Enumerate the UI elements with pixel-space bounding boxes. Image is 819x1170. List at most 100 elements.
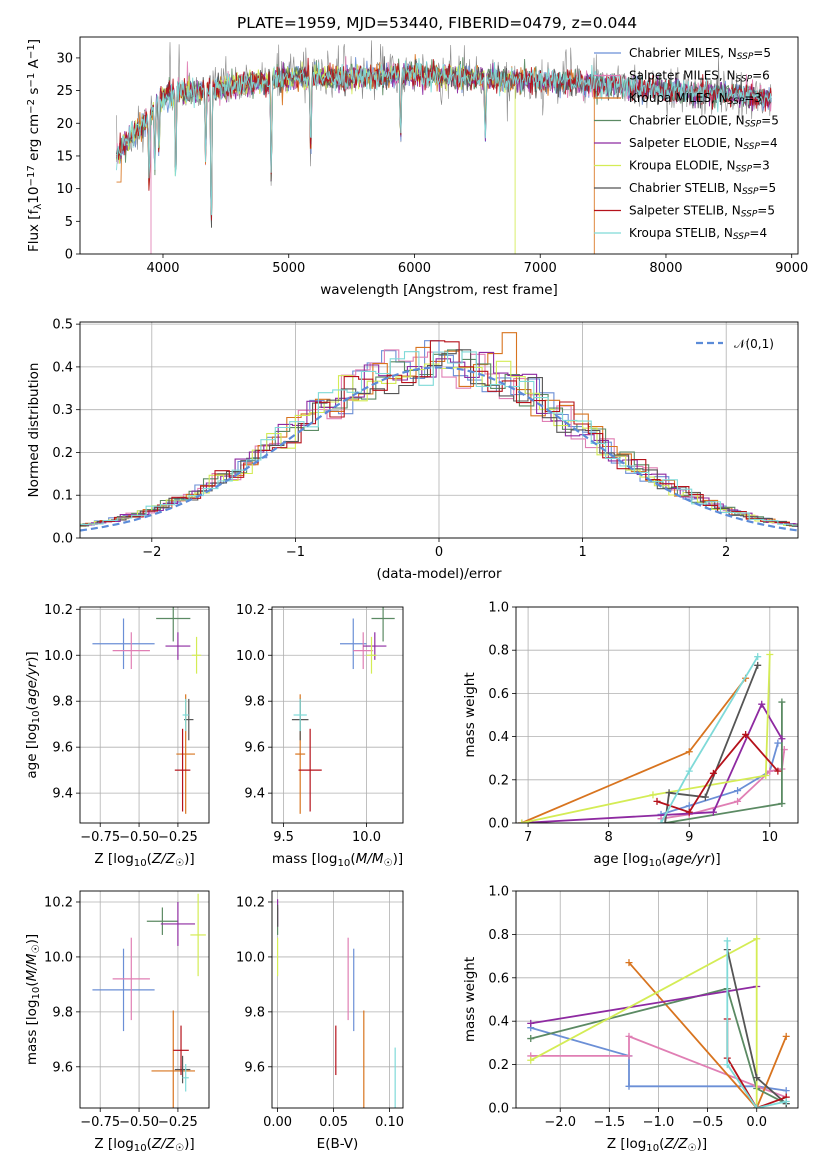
axes-frame [271, 606, 404, 824]
weight-marker [782, 1097, 790, 1105]
tick-label-y: 9.8 [244, 1005, 265, 1020]
errorbar-point [92, 618, 155, 670]
tick-label-y: 10.0 [44, 649, 73, 664]
histogram-series [80, 351, 798, 527]
errorbars [92, 607, 202, 814]
errorbar-point [182, 1064, 189, 1092]
weight-series [521, 702, 783, 823]
y-axis-label: mass [log10(M/M☉)] [24, 934, 42, 1065]
errorbar-point [156, 607, 191, 642]
legend-entry: Chabrier ELODIE, NSSP=5 [629, 114, 779, 130]
weight-marker [527, 1035, 535, 1043]
tick-label-y: 30 [56, 51, 73, 66]
weight-marker [527, 1019, 535, 1027]
tick-label-y: 9.6 [52, 741, 73, 756]
errorbar-point [298, 728, 322, 812]
tick-label-y: 20 [56, 117, 73, 132]
tick-label-y: 0.4 [488, 1015, 509, 1030]
tick-label-y: 0.6 [488, 971, 509, 986]
errorbar-point [174, 728, 191, 812]
tick-label-x: 4000 [146, 261, 179, 276]
errorbar-point [191, 636, 202, 674]
legend-entry: Kroupa ELODIE, NSSP=3 [629, 159, 770, 175]
weight-marker [734, 787, 742, 795]
figure-title: PLATE=1959, MJD=53440, FIBERID=0479, z=0… [237, 14, 637, 32]
tick-label-x: −0.75 [80, 830, 120, 845]
weight-lines [518, 651, 788, 823]
histogram-series [80, 351, 798, 526]
tick-label-x: −0.25 [158, 1115, 198, 1130]
errorbar-point [339, 618, 367, 670]
residuals-panel: −2 −1 0 1 2 0.0 0.1 0.2 0.3 0.4 0.5 (data-model)/er… [26, 318, 799, 582]
tick-label-y: 9.8 [52, 695, 73, 710]
spectrum-lines [116, 40, 772, 254]
tick-label-y: 25 [56, 84, 73, 99]
weight-marker [778, 735, 786, 743]
weight-marker [778, 698, 786, 706]
weight-marker [734, 797, 742, 805]
weight-series [660, 742, 779, 816]
weight-marker [723, 1061, 731, 1069]
tick-label-x: 10.0 [352, 830, 381, 845]
tick-label-y: 0.2 [488, 1058, 509, 1073]
tick-label-x: −0.25 [158, 830, 198, 845]
tick-label-y: 15 [56, 149, 73, 164]
weight-marker [753, 1104, 761, 1108]
tick-label-x: −0.5 [692, 1115, 724, 1130]
weight-marker [649, 791, 657, 799]
weight-marker [742, 730, 750, 738]
normal-reference-curve [80, 366, 798, 532]
tick-label-x: 6000 [398, 261, 431, 276]
tick-label-y: 10.2 [44, 895, 73, 910]
weight-marker [709, 769, 717, 777]
weight-marker [782, 1087, 790, 1095]
weight-series [656, 733, 779, 814]
weight-marker [766, 767, 774, 775]
tick-label-y: 0.1 [52, 489, 73, 504]
tick-label-y: 0.0 [488, 817, 509, 832]
weight-series [726, 940, 787, 1108]
mass-vs-ebv-panel: 0.00 0.05 0.10 9.6 9.8 10.0 10.2 E(B-V) [236, 890, 404, 1152]
tick-label-y: 0.3 [52, 403, 73, 418]
errorbars [92, 893, 206, 1108]
age-vs-Z-panel: −0.75 −0.50 −0.25 9.4 9.6 9.8 10.0 10.2 Z [log10… [24, 603, 210, 869]
y-axis-label: mass weight [462, 672, 478, 757]
legend-entry: Salpeter MILES, NSSP=6 [629, 69, 770, 85]
errorbars [276, 899, 396, 1108]
x-axis-label: Z [log10(Z/Z☉)] [94, 851, 194, 869]
weight-marker [625, 1052, 633, 1060]
tick-label-y: 0.2 [52, 446, 73, 461]
tick-label-y: 0.0 [488, 1102, 509, 1117]
legend-entry: 𝒩(0,1) [734, 337, 774, 351]
weight-series [521, 677, 747, 823]
tick-label-x: −1.5 [594, 1115, 626, 1130]
histograms [80, 332, 798, 532]
weight-marker [782, 1032, 790, 1040]
tick-label-x: −1.0 [643, 1115, 675, 1130]
tick-label-x: 8 [605, 830, 613, 845]
weight-marker [778, 800, 786, 808]
mass-vs-Z-panel: −0.75 −0.50 −0.25 9.6 9.8 10.0 10.2 Z [log10(Z/… [24, 890, 210, 1154]
legend-entry: Chabrier MILES, NSSP=5 [629, 46, 771, 62]
tick-label-y: 9.6 [244, 741, 265, 756]
errorbar-point [293, 698, 307, 732]
errorbar-point [165, 632, 191, 660]
legend-entry: Kroupa STELIB, NSSP=4 [629, 226, 767, 242]
axes-frame [79, 321, 799, 539]
weight-marker [625, 1082, 633, 1090]
weight-marker [685, 802, 693, 810]
tick-label-x: −0.75 [80, 1115, 120, 1130]
weight-series [628, 962, 788, 1108]
tick-label-x: −2 [142, 545, 161, 560]
y-axis-label: mass weight [462, 957, 478, 1042]
weight-marker [701, 793, 709, 801]
x-axis-label: Z [log10(Z/Z☉)] [94, 1136, 194, 1154]
age-vs-mass-panel: 9.5 10.0 9.4 9.6 9.8 10.0 10.2 mass [log10(M/M☉… [236, 603, 404, 869]
weight-series [530, 937, 758, 1108]
tick-label-y: 0.2 [488, 773, 509, 788]
errorbar-point [92, 948, 155, 1032]
tick-label-y: 9.4 [244, 787, 265, 802]
axes-frame [515, 606, 799, 824]
axes-frame [271, 890, 404, 1109]
weight-marker [774, 767, 782, 775]
